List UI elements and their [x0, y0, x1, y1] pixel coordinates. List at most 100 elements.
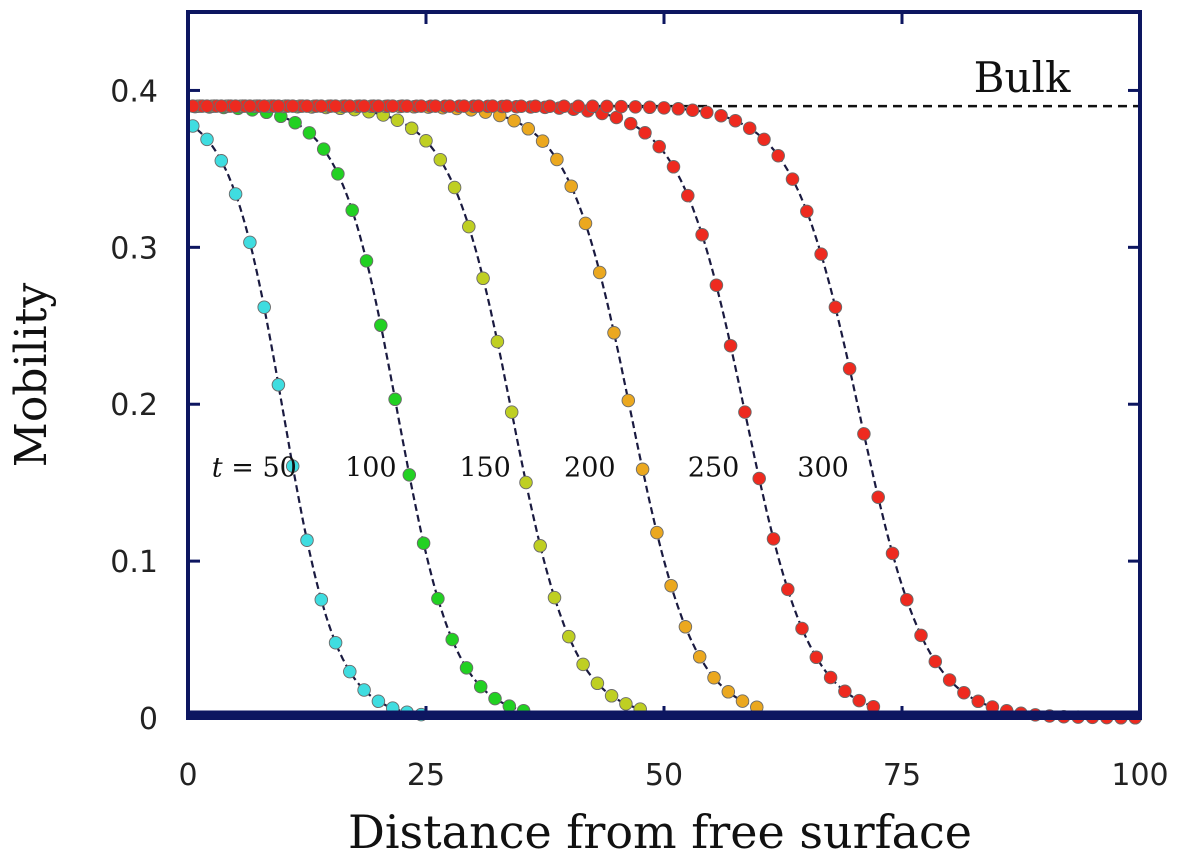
fit-curve-200 [188, 105, 760, 709]
data-point-150 [476, 271, 490, 286]
curve-label: 250 [688, 452, 740, 483]
data-point-150 [462, 219, 476, 234]
curve-label: 100 [345, 452, 397, 483]
data-point-200 [507, 113, 521, 128]
data-point-300 [357, 99, 371, 113]
data-point-250 [781, 582, 795, 597]
data-point-50 [300, 533, 314, 547]
data-point-100 [488, 691, 502, 706]
data-point-250 [695, 228, 709, 242]
data-point-200 [707, 670, 721, 685]
fit-curve-250 [188, 105, 874, 708]
data-point-300 [571, 99, 586, 114]
data-point-300 [600, 99, 614, 114]
data-point-150 [590, 676, 605, 691]
y-axis-title: Mobility [6, 283, 57, 468]
data-point-250 [809, 650, 824, 665]
data-point-300 [700, 105, 714, 120]
data-point-300 [828, 300, 843, 314]
plot-frame [186, 10, 1142, 720]
data-point-150 [390, 113, 405, 127]
data-point-250 [638, 126, 652, 140]
data-point-250 [766, 532, 781, 546]
data-point-300 [771, 148, 785, 163]
data-point-300 [271, 99, 286, 113]
data-point-300 [742, 121, 757, 135]
data-point-300 [914, 628, 928, 643]
ticks-layer: 0 25 50 75 100 0 0.1 0.2 0.3 0.4 [110, 12, 1169, 793]
y-tick-label: 0.4 [110, 74, 158, 109]
data-point-300 [543, 99, 557, 113]
data-point-150 [604, 689, 619, 703]
data-point-300 [243, 99, 257, 113]
data-point-300 [385, 99, 400, 113]
data-point-300 [714, 108, 728, 123]
data-point-200 [535, 134, 550, 148]
y-tick-label: 0.3 [110, 231, 158, 266]
data-point-300 [257, 99, 271, 113]
data-point-300 [228, 99, 243, 113]
data-point-300 [343, 99, 357, 113]
data-point-300 [457, 99, 471, 113]
x-tick-label: 50 [645, 758, 683, 793]
data-point-150 [433, 152, 448, 167]
data-point-300 [557, 99, 571, 113]
data-point-300 [300, 99, 314, 113]
data-point-200 [735, 694, 750, 708]
data-point-50 [228, 187, 243, 201]
fit-curve-50 [187, 121, 427, 717]
plot-frame-layer [186, 10, 1142, 720]
data-point-100 [302, 126, 317, 140]
data-point-50 [271, 378, 286, 392]
data-point-100 [445, 632, 459, 647]
data-point-300 [928, 654, 943, 669]
data-point-100 [288, 115, 302, 130]
data-point-150 [419, 134, 433, 148]
data-point-300 [200, 99, 214, 113]
bulk-label: Bulk [974, 53, 1071, 102]
fit-curve-150 [188, 105, 646, 712]
data-point-150 [490, 334, 505, 349]
data-point-100 [431, 591, 445, 606]
data-point-300 [214, 99, 229, 113]
data-point-300 [614, 99, 628, 114]
data-point-150 [447, 180, 462, 195]
data-point-250 [738, 405, 752, 419]
data-point-200 [678, 620, 693, 634]
data-point-300 [485, 99, 500, 113]
x-tick-label: 100 [1111, 758, 1168, 793]
data-point-150 [562, 629, 576, 644]
curve-label: 150 [459, 452, 511, 483]
data-point-250 [838, 684, 852, 699]
data-point-300 [957, 685, 971, 700]
data-point-300 [314, 99, 329, 113]
data-point-100 [345, 203, 359, 218]
data-point-300 [514, 99, 528, 113]
fit-curve-300 [188, 105, 1140, 719]
data-point-200 [592, 265, 607, 280]
data-point-300 [642, 100, 657, 115]
data-point-50 [314, 592, 329, 607]
x-tick-label: 25 [407, 758, 445, 793]
data-point-300 [842, 361, 857, 376]
data-point-300 [371, 99, 386, 113]
data-point-250 [852, 693, 866, 708]
data-point-150 [504, 405, 519, 419]
data-point-100 [359, 254, 374, 268]
data-point-250 [709, 278, 724, 292]
x-tick-label: 75 [883, 758, 921, 793]
data-point-100 [416, 536, 431, 550]
y-tick-label: 0.2 [110, 388, 158, 423]
data-point-250 [623, 116, 638, 131]
data-point-300 [971, 694, 985, 709]
data-point-150 [547, 590, 562, 605]
data-point-150 [404, 121, 419, 136]
data-point-100 [473, 679, 488, 694]
data-point-250 [752, 471, 766, 486]
data-point-300 [414, 99, 428, 113]
data-point-150 [576, 657, 590, 672]
data-point-250 [795, 621, 809, 636]
data-point-100 [331, 167, 345, 181]
data-point-100 [374, 318, 388, 333]
data-point-50 [328, 635, 343, 650]
